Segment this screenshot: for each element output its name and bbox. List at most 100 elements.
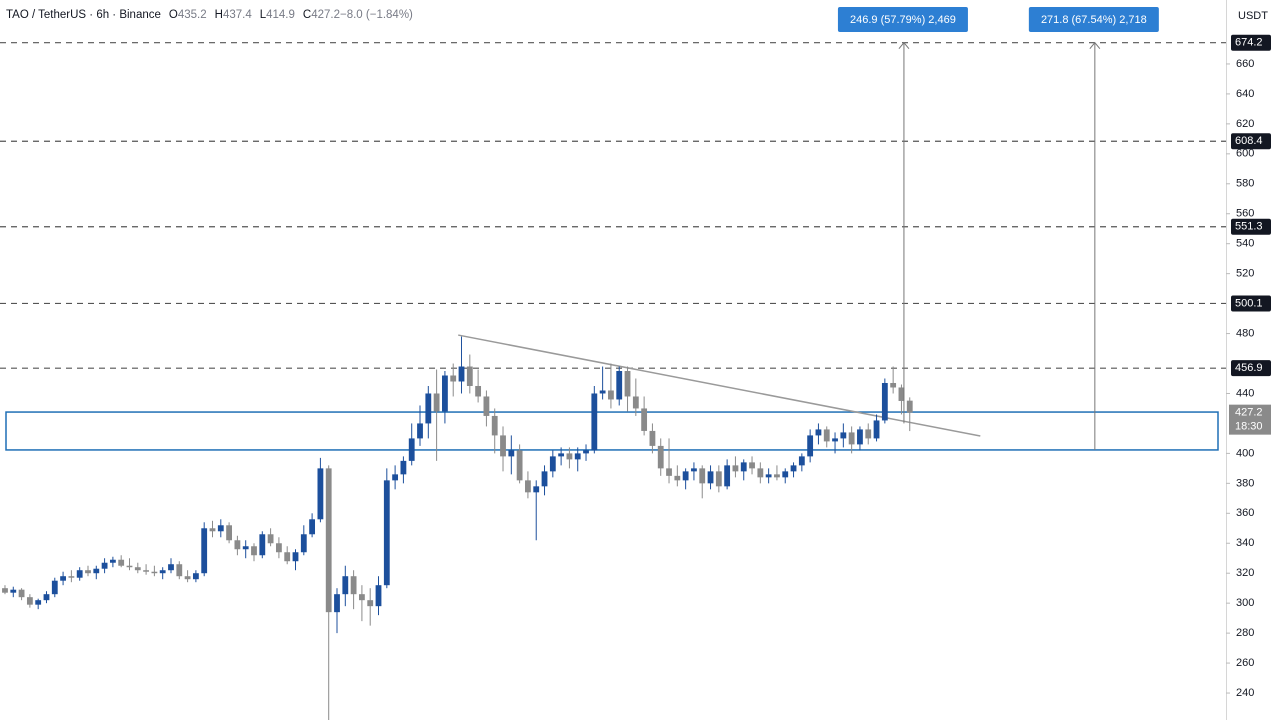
candle-body (209, 528, 216, 532)
candle-body (134, 567, 141, 571)
candle-body (641, 408, 648, 431)
candle-body (566, 453, 573, 460)
candle-body (682, 471, 689, 481)
y-tick-label: 320 (1236, 567, 1254, 579)
candle-body (101, 562, 108, 569)
candle-body (533, 486, 540, 493)
candle-body (201, 528, 208, 574)
candle-body (840, 432, 847, 439)
candle-body (217, 525, 224, 532)
ohlc-value: −8.0 (−1.84%) (340, 9, 413, 21)
y-tick-label: 360 (1236, 507, 1254, 519)
candle-body (616, 371, 623, 400)
last-price-box (1229, 404, 1271, 435)
candle-body (267, 534, 274, 544)
candle-body (392, 474, 399, 481)
measure-arrow (898, 41, 910, 50)
candle-body (765, 474, 772, 478)
candle-body (574, 453, 581, 460)
candle-body (749, 462, 755, 469)
candle-body (350, 576, 357, 595)
measure-label: 271.8 (67.54%) 2,718 (1041, 14, 1147, 26)
y-tick-label: 520 (1236, 268, 1254, 280)
y-tick-label: 540 (1236, 238, 1254, 250)
candle-body (442, 375, 448, 412)
candle-body (500, 435, 506, 457)
candle-body (475, 385, 482, 397)
candle-body (425, 393, 432, 424)
candle-body (383, 480, 390, 586)
candle-body (68, 576, 75, 578)
candle-body (159, 570, 166, 574)
candle-body (317, 468, 324, 520)
candle-body (790, 465, 797, 472)
candle-body (292, 552, 299, 562)
y-tick-label: 300 (1236, 597, 1254, 609)
candle-body (334, 594, 340, 613)
candle-body (599, 390, 606, 394)
y-tick-label: 240 (1236, 687, 1254, 699)
candle-body (192, 573, 199, 580)
candle-body (375, 585, 382, 607)
ohlc-value: 414.9 (266, 9, 295, 21)
candle-body (823, 429, 830, 442)
candle-body (873, 420, 880, 439)
candle-body (226, 525, 233, 541)
candle-body (118, 559, 125, 566)
candle-body (43, 594, 50, 601)
candle-body (549, 456, 556, 472)
candle-body (466, 366, 473, 386)
candle-body (325, 468, 332, 613)
candle-body (798, 456, 805, 466)
candle-body (857, 429, 863, 445)
candle-body (657, 445, 664, 469)
y-tick-label: 600 (1236, 148, 1254, 160)
ohlc-value: 435.2 (178, 9, 207, 21)
candle-body (10, 589, 17, 593)
candle-body (109, 559, 116, 563)
candle-body (93, 568, 100, 574)
candle-body (508, 450, 515, 457)
candle-body (143, 570, 149, 572)
candle-body (18, 589, 25, 598)
candle-body (757, 468, 764, 478)
candle-body (906, 400, 913, 413)
level-label: 456.9 (1235, 362, 1263, 374)
measure-label: 246.9 (57.79%) 2,469 (850, 14, 956, 26)
ohlc-key: L (260, 9, 267, 21)
candle-body (433, 393, 440, 412)
candle-body (176, 564, 183, 577)
measure-label-box (837, 7, 968, 32)
candle-body (342, 576, 349, 595)
candle-body (168, 564, 174, 571)
y-tick-label: 400 (1236, 447, 1254, 459)
level-label: 674.2 (1235, 37, 1263, 49)
candle-body (242, 546, 249, 550)
candle-body (400, 460, 407, 475)
candle-body (674, 475, 681, 481)
countdown: 18:30 (1235, 421, 1263, 433)
symbol: TAO / TetherUS · 6h · Binance (6, 9, 161, 21)
candle-body (732, 465, 739, 472)
candle-body (284, 552, 291, 562)
candle-body (848, 432, 855, 445)
y-tick-label: 580 (1236, 178, 1254, 190)
candle-body (525, 480, 531, 493)
level-label: 500.1 (1235, 297, 1263, 309)
candle-body (26, 597, 33, 605)
candle-body (2, 588, 8, 593)
candle-body (583, 450, 589, 454)
candle-body (483, 396, 490, 416)
y-tick-label: 620 (1236, 118, 1254, 130)
candle-body (275, 543, 282, 553)
candle-body (126, 565, 133, 568)
y-tick-label: 440 (1236, 387, 1254, 399)
candle-body (624, 371, 631, 397)
ohlc-value: 437.4 (223, 9, 252, 21)
candle-body (632, 396, 639, 409)
candle-body (591, 393, 598, 451)
candle-body (782, 471, 789, 478)
y-tick-label: 280 (1236, 627, 1254, 639)
